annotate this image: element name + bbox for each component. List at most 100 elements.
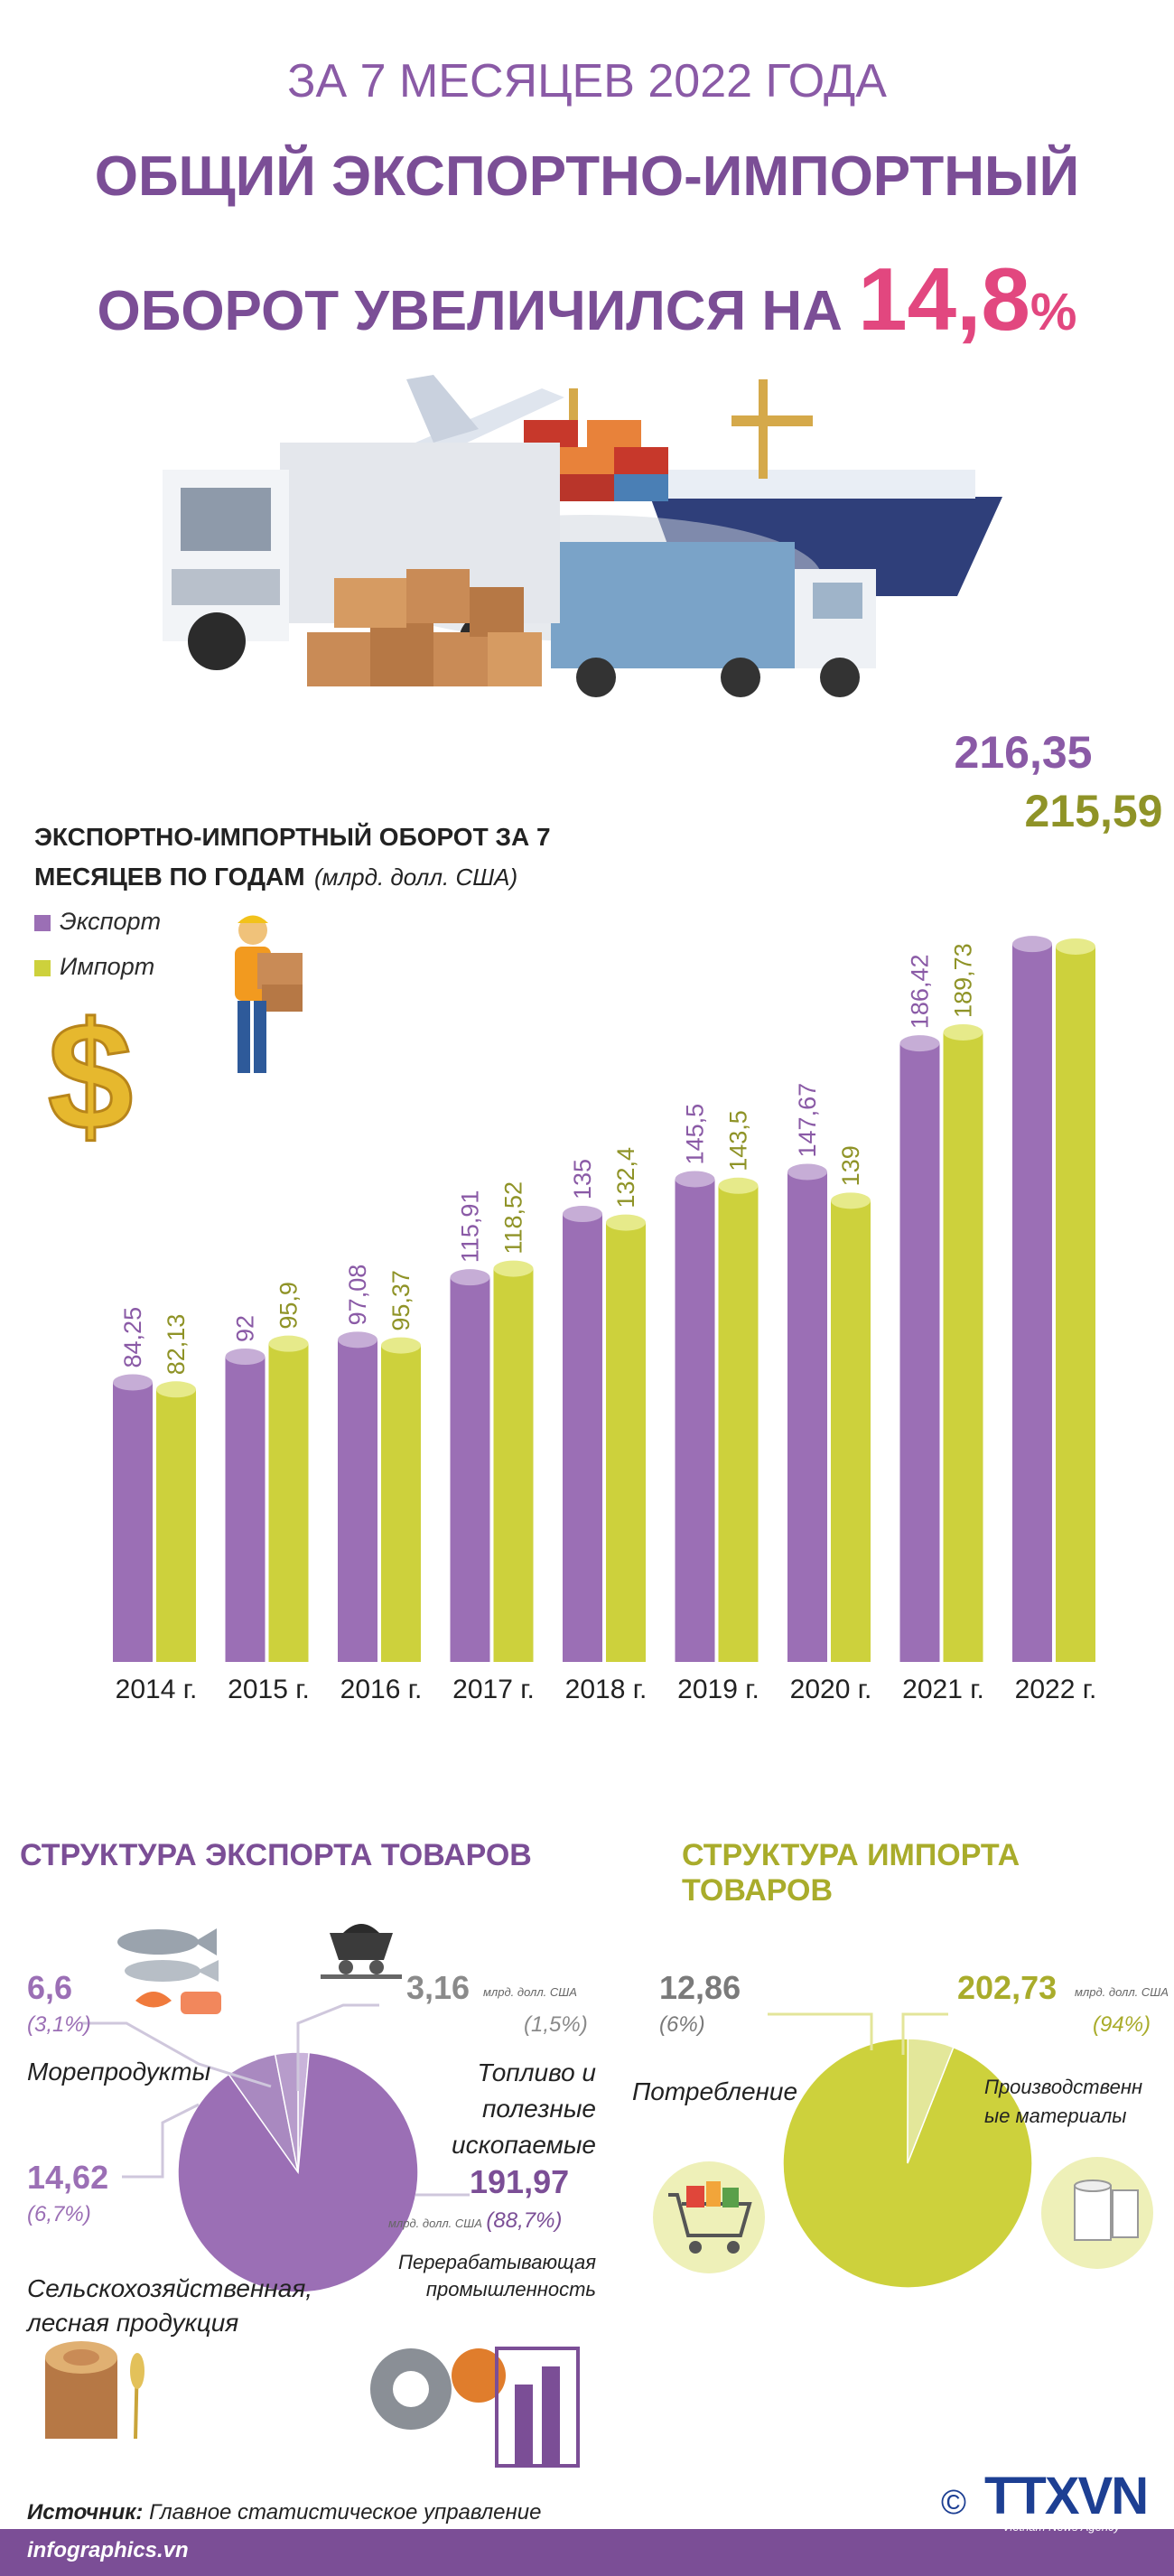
x-tick-label: 2017 г. <box>452 1675 535 1704</box>
bar-cap-import <box>268 1335 309 1352</box>
legend-export: Экспорт <box>34 908 161 936</box>
x-tick-label: 2016 г. <box>340 1675 423 1704</box>
dollar-icon: $ <box>46 1003 135 1156</box>
data-label-export: 92 <box>232 1315 259 1342</box>
x-tick-label: 2022 г. <box>1015 1675 1097 1704</box>
bar-export <box>450 1277 490 1662</box>
export-seafood-pct: (3,1%) <box>27 2012 91 2037</box>
bar-export <box>787 1171 827 1662</box>
chart-title: ЭКСПОРТНО-ИМПОРТНЫЙ ОБОРОТ ЗА 7 МЕСЯЦЕВ … <box>34 817 612 897</box>
export-leader-lines <box>81 2003 470 2197</box>
data-label-import: 82,13 <box>163 1314 190 1376</box>
bar-cap-import <box>493 1260 534 1277</box>
data-label-import: 139 <box>837 1145 864 1186</box>
import-materials-value: 202,73 <box>957 1969 1058 2006</box>
bar-export <box>225 1357 266 1662</box>
bar-cap-import <box>718 1177 759 1194</box>
data-label-export: 145,5 <box>682 1104 709 1165</box>
bar-import <box>606 1222 646 1662</box>
data-label-import: 95,37 <box>387 1270 415 1331</box>
export-processing-unit: млрд. долл. США <box>388 2217 482 2230</box>
export-seafood-label: Морепродукты <box>27 2058 211 2086</box>
import-materials-label-line1: Производственн <box>984 2076 1143 2098</box>
bar-cap-import <box>606 1214 646 1231</box>
data-label-import: 118,52 <box>500 1181 527 1255</box>
bar-export <box>113 1382 153 1662</box>
bottom-bar <box>0 2529 1174 2576</box>
export-fuel-label-line2: полезные <box>481 2095 596 2123</box>
legend-import: Импорт <box>34 953 154 981</box>
export-processing-label: Перерабатывающая промышленность <box>388 2249 596 2303</box>
bar-chart: 84,25 82,13 2014 г. 92 95,9 2015 г. 97,08 95,37… <box>113 727 1163 1704</box>
bar-import <box>943 1031 983 1662</box>
chart-title-unit: (млрд. долл. США) <box>314 863 518 891</box>
agency-sub: Vietnam News Agency <box>1002 2520 1121 2534</box>
bar-export <box>563 1214 602 1662</box>
bar-cap-import <box>156 1381 196 1398</box>
bar-cap-export <box>787 1163 827 1181</box>
export-processing-label-line1: Перерабатывающая <box>398 2251 596 2273</box>
import-materials-unit: млрд. долл. США <box>1075 1985 1169 1999</box>
bar-cap-export <box>450 1269 490 1286</box>
data-label-export: 97,08 <box>344 1265 371 1326</box>
bar-cap-export <box>225 1349 266 1365</box>
data-label-import: 189,73 <box>950 943 977 1018</box>
svg-text:$: $ <box>48 1003 134 1156</box>
export-fuel-value: 3,16 <box>406 1969 471 2006</box>
header-percent-sign: % <box>1030 283 1077 341</box>
agency-logo: TTXVN <box>984 2467 1149 2525</box>
bar-cap-export <box>899 1035 940 1052</box>
data-label-import: 132,4 <box>612 1147 639 1209</box>
export-fuel-label-line1: Топливо и <box>477 2058 596 2086</box>
export-processing-label-line2: промышленность <box>425 2278 596 2301</box>
chart-title-bold: ЭКСПОРТНО-ИМПОРТНЫЙ ОБОРОТ ЗА 7 МЕСЯЦЕВ … <box>34 823 551 891</box>
boxes-icon <box>307 569 542 686</box>
export-processing-value: 191,97 <box>470 2163 570 2200</box>
bar-import <box>1056 946 1095 1662</box>
x-tick-label: 2019 г. <box>677 1675 759 1704</box>
bar-cap-import <box>831 1192 871 1209</box>
wood-grain-icon <box>45 2341 144 2440</box>
bar-import <box>493 1268 534 1662</box>
data-label-import: 215,59 <box>1025 786 1163 836</box>
legend-label-import: Импорт <box>60 953 155 980</box>
bar-import <box>718 1185 759 1662</box>
import-materials-pct: (94%) <box>1093 2012 1151 2037</box>
copyright-mark: © <box>941 2484 966 2522</box>
header-prefix: ОБОРОТ УВЕЛИЧИЛСЯ НА <box>97 280 843 342</box>
bar-cap-import <box>381 1337 421 1354</box>
bar-cap-export <box>338 1331 377 1349</box>
hero-illustration <box>163 375 1002 697</box>
data-label-export: 115,91 <box>457 1190 484 1264</box>
data-label-import: 143,5 <box>725 1110 752 1171</box>
legend-label-export: Экспорт <box>60 908 162 935</box>
coal-cart-icon <box>321 1924 402 1979</box>
export-agri-label-line1: Сельскохозяйственная, <box>27 2274 313 2302</box>
bar-import <box>156 1389 196 1662</box>
legend-swatch-import <box>34 960 51 976</box>
header-main-line2: ОБОРОТ УВЕЛИЧИЛСЯ НА 14,8% <box>0 248 1174 350</box>
import-materials-label: Производственн ые материалы <box>984 2073 1165 2131</box>
import-materials-label-line2: ые материалы <box>984 2105 1127 2127</box>
header-percent-value: 14,8 <box>858 249 1030 349</box>
bar-cap-export <box>113 1374 153 1391</box>
bar-cap-export <box>675 1171 715 1188</box>
import-consumption-label: Потребление <box>632 2077 798 2105</box>
export-agri-label: Сельскохозяйственная, лесная продукция <box>27 2272 312 2340</box>
data-label-export: 147,67 <box>794 1083 821 1158</box>
export-pie <box>177 2051 419 2293</box>
import-consumption-pct: (6%) <box>659 2012 705 2037</box>
bar-import <box>381 1345 421 1662</box>
truck-icon <box>551 542 876 697</box>
export-agri-pct: (6,7%) <box>27 2202 91 2226</box>
gear-factory-icon <box>370 2347 580 2468</box>
export-agri-value: 14,62 <box>27 2159 109 2196</box>
data-label-export: 135 <box>569 1159 596 1199</box>
import-consumption-value: 12,86 <box>659 1969 741 2006</box>
source-label: Источник: <box>27 2500 144 2525</box>
site-link[interactable]: infographics.vn <box>27 2538 189 2562</box>
import-pie-slice-1 <box>907 2038 955 2164</box>
bar-export <box>675 1179 715 1662</box>
export-fuel-unit: млрд. долл. США <box>483 1985 577 1999</box>
export-fuel-label: Топливо и полезные ископаемые <box>406 2055 596 2163</box>
